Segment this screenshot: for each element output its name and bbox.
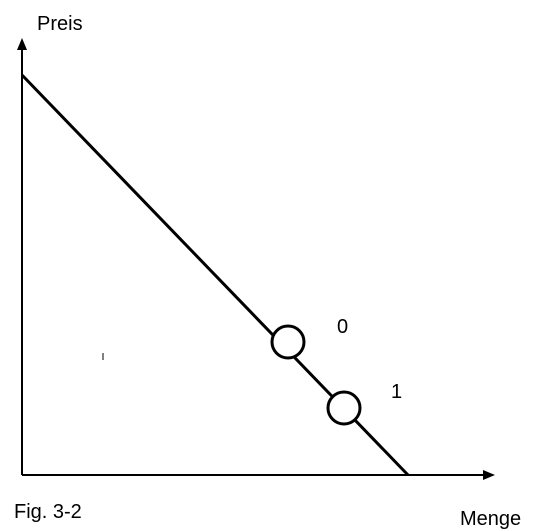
y-axis-arrow xyxy=(17,38,27,50)
x-axis-label: Menge xyxy=(460,508,521,530)
point-circle xyxy=(270,324,306,360)
point-label: 0 xyxy=(337,316,348,338)
x-axis-arrow xyxy=(483,470,495,480)
caption: Fig. 3-2 xyxy=(14,501,82,523)
point-circle xyxy=(326,390,362,426)
point-label: 1 xyxy=(391,381,402,403)
y-axis-label: Preis xyxy=(37,13,83,35)
